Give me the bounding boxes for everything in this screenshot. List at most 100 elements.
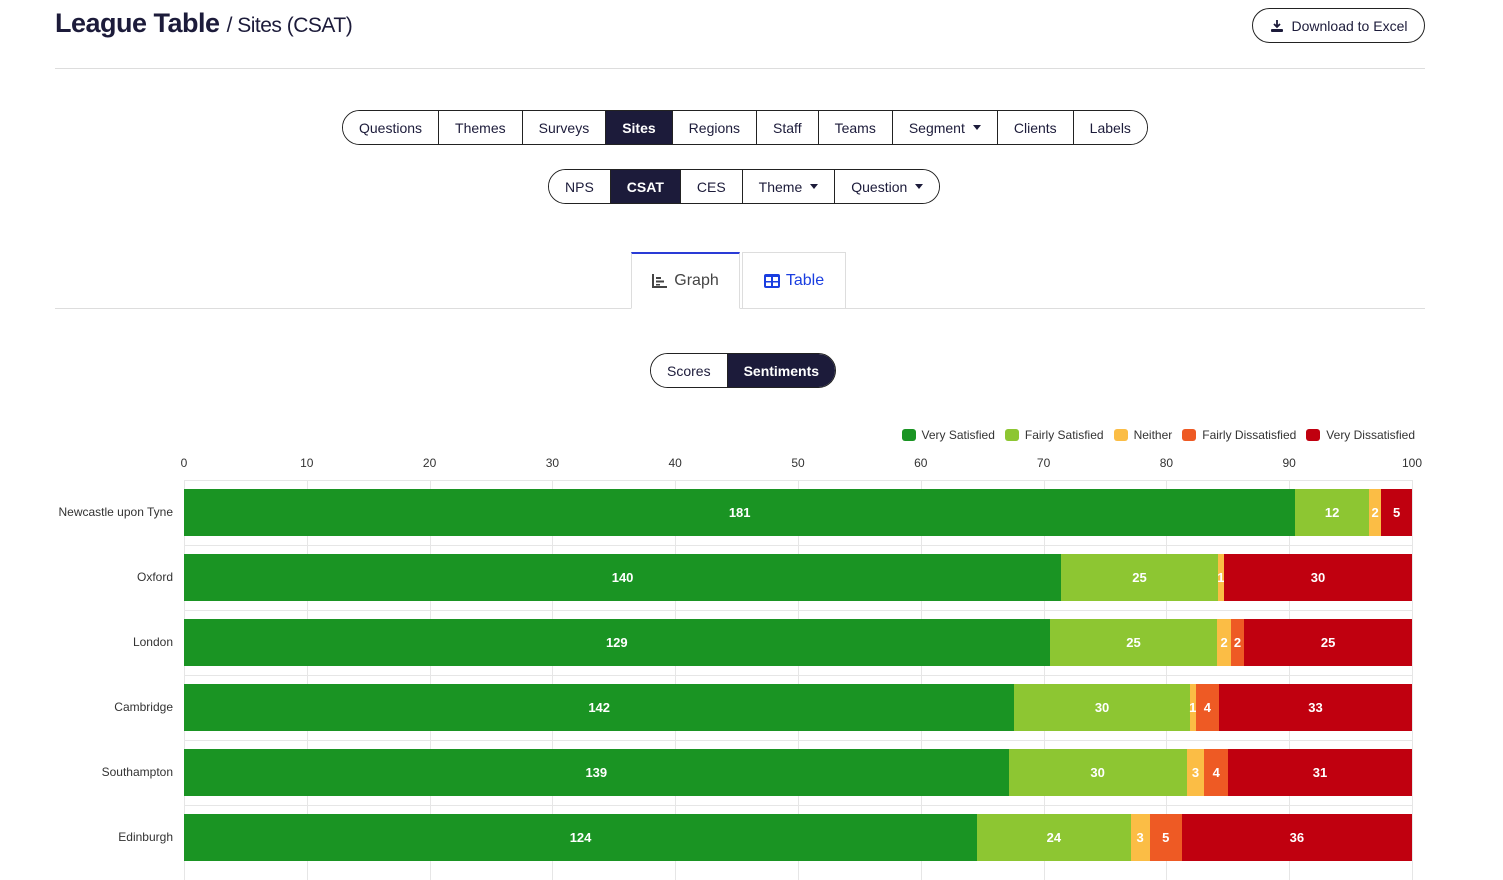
tab-label: Staff <box>773 119 802 136</box>
tab-label: Teams <box>834 119 876 136</box>
tab-label: Surveys <box>538 119 590 136</box>
dim-staff[interactable]: Staff <box>756 111 818 144</box>
bar-segment[interactable]: 4 <box>1195 684 1219 731</box>
x-tick-label: 20 <box>422 456 437 470</box>
legend-label: Fairly Dissatisfied <box>1202 428 1297 442</box>
bar-segment[interactable]: 30 <box>1224 554 1412 601</box>
gridline <box>552 480 554 880</box>
legend-item[interactable]: Very Dissatisfied <box>1306 428 1415 442</box>
legend-item[interactable]: Very Satisfied <box>901 428 995 442</box>
gridline <box>429 480 431 880</box>
bar-segment[interactable]: 36 <box>1181 814 1412 861</box>
legend-item[interactable]: Neither <box>1113 428 1173 442</box>
x-tick-label: 100 <box>1401 456 1423 470</box>
met-csat[interactable]: CSAT <box>609 170 680 203</box>
legend-label: Fairly Satisfied <box>1024 428 1104 442</box>
bar-segment[interactable]: 33 <box>1219 684 1412 731</box>
dim-teams[interactable]: Teams <box>817 111 892 144</box>
bar-value-label: 24 <box>1046 830 1062 845</box>
category-label: London <box>132 635 173 649</box>
tab-label: Clients <box>1013 119 1057 136</box>
bar-segment[interactable]: 30 <box>1008 749 1187 796</box>
dim-regions[interactable]: Regions <box>671 111 757 144</box>
download-excel-button[interactable]: Download to Excel <box>1252 8 1425 43</box>
x-tick-label: 90 <box>1282 456 1296 470</box>
caret-down-icon <box>972 125 981 130</box>
bar-value-label: 30 <box>1310 570 1326 585</box>
tab-table[interactable]: Table <box>742 252 846 309</box>
bar-value-label: 2 <box>1371 505 1379 520</box>
row-separator <box>184 610 1412 611</box>
bar-value-label: 139 <box>585 765 608 780</box>
tab-label: Regions <box>688 119 741 136</box>
gridline <box>184 480 185 880</box>
bar-value-label: 181 <box>728 505 751 520</box>
bar-segment[interactable]: 2 <box>1217 619 1231 666</box>
legend-item[interactable]: Fairly Satisfied <box>1004 428 1104 442</box>
bar-segment[interactable]: 25 <box>1049 619 1218 666</box>
dimension-tabs: Questions Themes Surveys Sites Regions Staff T… <box>342 110 1148 145</box>
bar-segment[interactable]: 5 <box>1381 489 1412 536</box>
bar-segment[interactable]: 31 <box>1228 749 1412 796</box>
bar-value-label: 25 <box>1132 570 1147 585</box>
bar-segment[interactable]: 1 <box>1217 554 1225 601</box>
bar-segment[interactable]: 181 <box>184 489 1296 536</box>
category-label: Newcastle upon Tyne <box>58 505 173 519</box>
category-label: Southampton <box>101 765 173 779</box>
scores-toggle[interactable]: Scores <box>651 354 727 387</box>
legend-item[interactable]: Fairly Dissatisfied <box>1182 428 1296 442</box>
legend-swatch <box>1306 429 1321 441</box>
x-tick-label: 40 <box>668 456 682 470</box>
legend-label: Neither <box>1133 428 1173 442</box>
bar-segment[interactable]: 12 <box>1295 489 1369 536</box>
x-tick-label: 30 <box>545 456 560 470</box>
bar-value-label: 2 <box>1233 635 1242 650</box>
met-ces[interactable]: CES <box>679 170 742 203</box>
dim-segment[interactable]: Segment <box>891 111 997 144</box>
bar-segment[interactable]: 2 <box>1230 619 1245 666</box>
bar-segment[interactable]: 4 <box>1204 749 1229 796</box>
tab-graph[interactable]: Graph <box>631 252 740 309</box>
bar-segment[interactable]: 3 <box>1186 749 1205 796</box>
divider <box>55 68 1425 69</box>
gridline <box>1289 480 1291 880</box>
tab-label: Theme <box>758 178 803 195</box>
page-title: League Table / Sites (CSAT) <box>55 8 353 39</box>
gridline <box>1166 480 1168 880</box>
bar-segment[interactable]: 1 <box>1189 684 1196 731</box>
bar-value-label: 30 <box>1094 700 1110 715</box>
bar-segment[interactable]: 129 <box>184 619 1050 666</box>
metric-tabs: NPS CSAT CES Theme Question <box>548 169 941 204</box>
dim-labels[interactable]: Labels <box>1072 111 1147 144</box>
bar-segment[interactable]: 2 <box>1369 489 1382 536</box>
dim-themes[interactable]: Themes <box>438 111 522 144</box>
dim-sites[interactable]: Sites <box>605 111 672 144</box>
bar-segment[interactable]: 25 <box>1244 619 1412 666</box>
bar-segment[interactable]: 3 <box>1130 814 1150 861</box>
bar-segment[interactable]: 24 <box>977 814 1131 861</box>
bar-segment[interactable]: 142 <box>184 684 1015 731</box>
bar-segment[interactable]: 5 <box>1149 814 1182 861</box>
bar-value-label: 5 <box>1162 830 1170 845</box>
gridline <box>920 480 922 880</box>
tab-divider <box>55 308 1425 309</box>
met-theme[interactable]: Theme <box>741 170 835 203</box>
tab-label: Question <box>851 178 908 195</box>
bar-value-label: 33 <box>1308 700 1323 715</box>
met-question[interactable]: Question <box>834 170 940 203</box>
bar-segment[interactable]: 140 <box>184 554 1062 601</box>
sentiments-toggle[interactable]: Sentiments <box>726 354 836 387</box>
dim-clients[interactable]: Clients <box>996 111 1073 144</box>
bar-segment[interactable]: 30 <box>1014 684 1190 731</box>
dim-questions[interactable]: Questions <box>343 111 439 144</box>
bar-value-label: 31 <box>1312 765 1328 780</box>
bar-value-label: 140 <box>611 570 634 585</box>
x-tick-label: 60 <box>914 456 928 470</box>
title-main: League Table <box>55 8 220 38</box>
bar-segment[interactable]: 25 <box>1061 554 1218 601</box>
met-nps[interactable]: NPS <box>549 170 610 203</box>
dim-surveys[interactable]: Surveys <box>521 111 606 144</box>
gridline <box>306 480 308 880</box>
bar-segment[interactable]: 139 <box>184 749 1009 796</box>
bar-segment[interactable]: 124 <box>184 814 978 861</box>
